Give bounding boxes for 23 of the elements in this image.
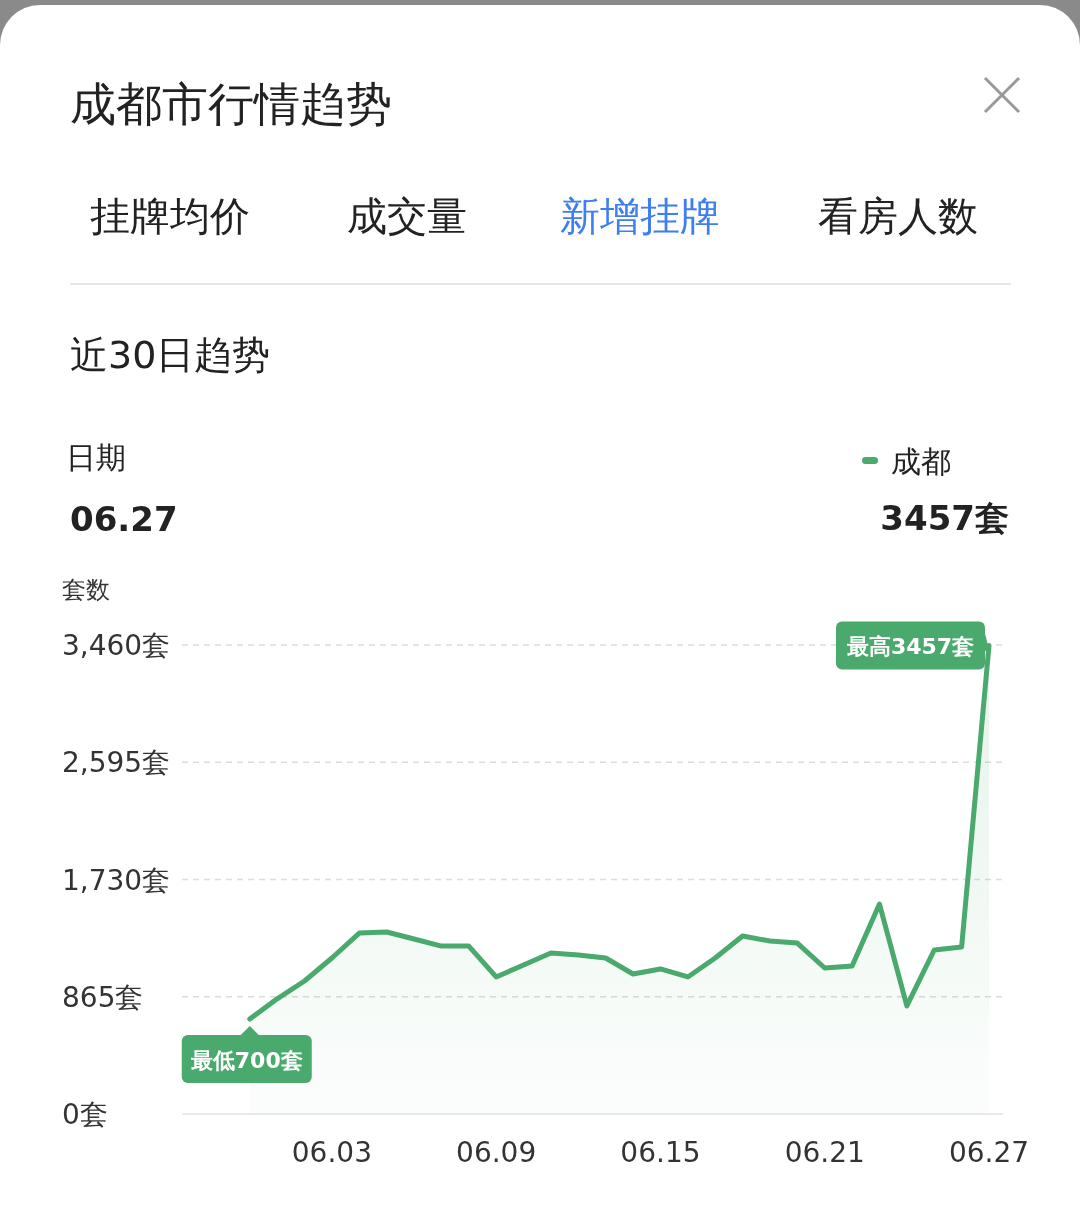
y-tick-label: 1,730套 (62, 863, 171, 897)
legend-label: 成都 (891, 444, 951, 479)
annotation: 最高3457套 (845, 634, 975, 660)
y-axis-title: 套数 (62, 576, 110, 604)
text: 日期 (66, 440, 126, 475)
y-tick-label: 865套 (62, 980, 144, 1014)
x-tick-label: 06.27 (948, 1136, 1030, 1169)
x-tick-label: 06.15 (620, 1136, 701, 1169)
text: 新增挂牌 (560, 193, 720, 239)
x-tick-label: 06.09 (456, 1136, 537, 1169)
text: 看房人数 (818, 193, 978, 239)
text: 挂牌均价 (90, 193, 250, 239)
text: 3457套 (880, 498, 1009, 538)
x-tick-label: 06.03 (291, 1136, 372, 1169)
y-tick-label: 0套 (62, 1098, 108, 1131)
y-tick-label: 2,595套 (62, 746, 171, 780)
text: 成交量 (347, 193, 467, 239)
annotation: 最低700套 (189, 1048, 303, 1074)
text: 06.27 (70, 499, 178, 539)
x-tick-label: 06.21 (784, 1136, 865, 1169)
chart-title: 成都市行情趋势 (70, 77, 392, 131)
chart-subtitle: 近30日趋势 (70, 333, 271, 377)
y-tick-label: 3,460套 (62, 629, 171, 662)
